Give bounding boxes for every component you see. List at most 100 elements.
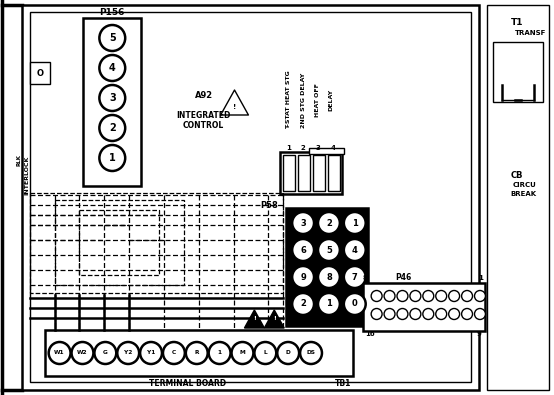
Text: 2ND STG DELAY: 2ND STG DELAY bbox=[301, 72, 306, 128]
Circle shape bbox=[99, 115, 125, 141]
Text: Y2: Y2 bbox=[124, 350, 132, 356]
Text: DS: DS bbox=[306, 350, 315, 356]
Text: 8: 8 bbox=[362, 275, 367, 281]
Text: M: M bbox=[239, 350, 245, 356]
Bar bbox=[45, 330, 353, 376]
Circle shape bbox=[292, 212, 314, 234]
Text: INTERLOCK: INTERLOCK bbox=[24, 155, 29, 195]
Bar bbox=[22, 5, 479, 390]
Circle shape bbox=[99, 85, 125, 111]
Text: O: O bbox=[36, 68, 43, 77]
Circle shape bbox=[209, 342, 230, 364]
Circle shape bbox=[186, 342, 208, 364]
Circle shape bbox=[449, 308, 460, 320]
Circle shape bbox=[397, 290, 408, 301]
Text: P46: P46 bbox=[396, 273, 412, 282]
Circle shape bbox=[254, 342, 276, 364]
Text: R: R bbox=[194, 350, 199, 356]
Text: 7: 7 bbox=[352, 273, 358, 282]
Text: L: L bbox=[264, 350, 267, 356]
Text: 9: 9 bbox=[300, 273, 306, 282]
Text: INTEGRATED: INTEGRATED bbox=[177, 111, 231, 120]
Circle shape bbox=[71, 342, 94, 364]
Bar bbox=[309, 148, 344, 154]
Circle shape bbox=[292, 239, 314, 261]
Text: W2: W2 bbox=[77, 350, 88, 356]
Text: TB1: TB1 bbox=[335, 380, 351, 389]
Bar bbox=[84, 18, 141, 186]
Text: 1: 1 bbox=[218, 350, 222, 356]
Text: 8: 8 bbox=[326, 273, 332, 282]
Circle shape bbox=[344, 266, 366, 288]
Bar bbox=[55, 200, 184, 285]
Text: A92: A92 bbox=[194, 90, 213, 100]
Text: CIRCU: CIRCU bbox=[513, 182, 536, 188]
Circle shape bbox=[423, 290, 434, 301]
Circle shape bbox=[318, 212, 340, 234]
Text: RLK: RLK bbox=[17, 154, 22, 166]
Text: HEAT OFF: HEAT OFF bbox=[315, 83, 321, 117]
Circle shape bbox=[397, 308, 408, 320]
Circle shape bbox=[475, 290, 485, 301]
Circle shape bbox=[461, 290, 473, 301]
Circle shape bbox=[436, 290, 447, 301]
Circle shape bbox=[410, 290, 421, 301]
Circle shape bbox=[449, 290, 460, 301]
Circle shape bbox=[371, 308, 382, 320]
Circle shape bbox=[423, 308, 434, 320]
Circle shape bbox=[292, 293, 314, 315]
Text: 4: 4 bbox=[109, 63, 116, 73]
Text: 2: 2 bbox=[326, 218, 332, 228]
Circle shape bbox=[384, 308, 395, 320]
Text: T-STAT HEAT STG: T-STAT HEAT STG bbox=[286, 71, 291, 130]
Text: 0: 0 bbox=[352, 299, 358, 308]
Bar bbox=[280, 152, 342, 194]
Circle shape bbox=[94, 342, 116, 364]
Text: CB: CB bbox=[510, 171, 523, 179]
Bar bbox=[30, 12, 471, 382]
Circle shape bbox=[99, 55, 125, 81]
Text: DELAY: DELAY bbox=[329, 89, 334, 111]
Bar bbox=[313, 155, 325, 191]
Circle shape bbox=[318, 239, 340, 261]
Text: !: ! bbox=[233, 104, 236, 110]
Circle shape bbox=[318, 266, 340, 288]
Text: 16: 16 bbox=[365, 331, 375, 337]
Polygon shape bbox=[220, 90, 248, 115]
Text: 5: 5 bbox=[326, 246, 332, 254]
Text: 9: 9 bbox=[477, 331, 482, 337]
Text: 1: 1 bbox=[479, 275, 484, 281]
Bar bbox=[328, 155, 340, 191]
Text: P58: P58 bbox=[260, 201, 278, 209]
Circle shape bbox=[99, 25, 125, 51]
Bar bbox=[298, 155, 310, 191]
Circle shape bbox=[436, 308, 447, 320]
Text: !: ! bbox=[273, 316, 276, 320]
Text: 1: 1 bbox=[109, 153, 116, 163]
Circle shape bbox=[344, 212, 366, 234]
Circle shape bbox=[163, 342, 185, 364]
Circle shape bbox=[117, 342, 139, 364]
Circle shape bbox=[344, 239, 366, 261]
Text: 2: 2 bbox=[109, 123, 116, 133]
Text: 1: 1 bbox=[326, 299, 332, 308]
Bar bbox=[493, 42, 542, 102]
Polygon shape bbox=[244, 310, 264, 328]
Text: G: G bbox=[103, 350, 107, 356]
Text: 1: 1 bbox=[352, 218, 358, 228]
Text: 2: 2 bbox=[300, 299, 306, 308]
Text: 4: 4 bbox=[352, 246, 358, 254]
Text: 3: 3 bbox=[316, 145, 320, 151]
Text: T1: T1 bbox=[510, 17, 523, 26]
Text: CONTROL: CONTROL bbox=[183, 120, 224, 130]
Circle shape bbox=[318, 293, 340, 315]
Text: 2: 2 bbox=[301, 145, 305, 151]
Bar bbox=[79, 210, 159, 275]
Text: 1: 1 bbox=[286, 145, 291, 151]
Text: !: ! bbox=[253, 316, 256, 320]
Circle shape bbox=[292, 266, 314, 288]
Circle shape bbox=[49, 342, 70, 364]
Text: 3: 3 bbox=[300, 218, 306, 228]
Bar bbox=[283, 155, 295, 191]
Text: Y1: Y1 bbox=[147, 350, 155, 356]
